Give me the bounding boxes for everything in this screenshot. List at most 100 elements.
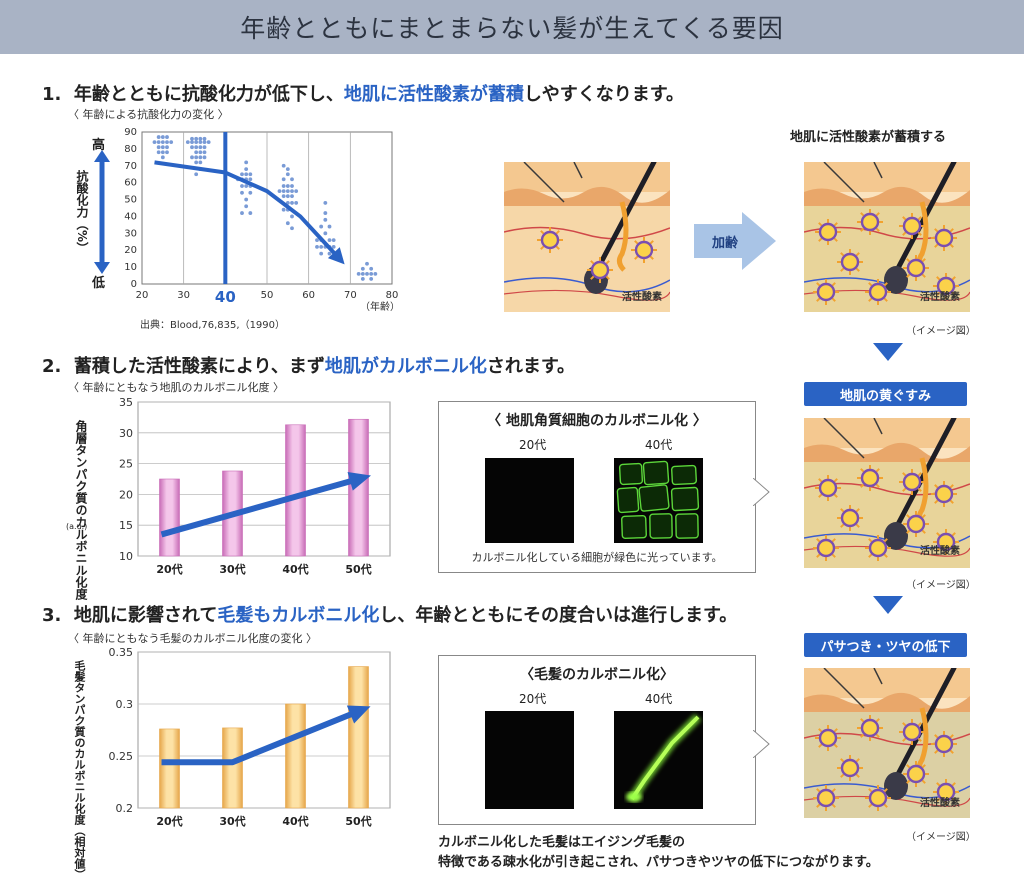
banner-scalp-dullness: 地肌の黄ぐすみ <box>804 382 967 406</box>
panel2-caption: カルボニル化している細胞が緑色に光っています。 <box>471 551 723 564</box>
chart1-data-point <box>281 177 286 182</box>
chart1-data-point <box>248 172 253 177</box>
chart1-data-point <box>281 194 286 199</box>
chart1-data-point <box>248 211 253 215</box>
chart3-bar <box>159 728 180 809</box>
ros-particle <box>860 212 880 232</box>
chart1-data-point <box>190 145 194 150</box>
chart3-title: 〈 年齢にともなう毛髪のカルボニル化度の変化 〉 <box>68 632 317 645</box>
ros-particle <box>840 758 860 778</box>
chart1-data-point <box>327 251 332 256</box>
thin-hair <box>523 162 565 203</box>
chart3-ytick-label: 0.3 <box>116 698 134 711</box>
chart1-data-point <box>323 201 328 205</box>
ros-particle <box>540 230 560 250</box>
chart1-ytick-label: 60 <box>124 178 137 189</box>
chart2-xtick-label: 20代 <box>156 562 182 576</box>
chart1-data-point <box>202 155 207 160</box>
chart1-data-point <box>160 140 165 145</box>
chart1-data-point <box>285 184 290 188</box>
chart1-data-point <box>240 172 244 177</box>
chart2-xtick-label: 40代 <box>282 562 308 576</box>
epidermis-layer <box>804 692 970 712</box>
bottom-note-line1: カルボニル化した毛髪はエイジング毛髪の <box>438 835 686 850</box>
chart1-data-point <box>294 189 299 194</box>
chart1-xtick-label: 30 <box>177 290 190 301</box>
chart1-ytick-label: 50 <box>124 195 137 206</box>
ros-particle <box>590 260 610 280</box>
ros-particle <box>906 514 926 534</box>
chart1-data-point <box>290 194 294 199</box>
ros-particle <box>816 538 836 558</box>
chart1-y-arrow <box>94 150 110 274</box>
chart3-bar <box>222 727 243 809</box>
chart1-data-point <box>315 238 319 242</box>
chart1-data-point <box>244 160 249 165</box>
chart1-data-point <box>365 261 369 266</box>
ros-particle <box>818 222 838 242</box>
section2-number: 2. <box>42 356 62 377</box>
chart1-xtick-label: 60 <box>302 290 315 301</box>
ros-particle <box>934 734 954 754</box>
header-bar: 年齢とともにまとまらない髪が生えてくる要因 <box>0 0 1024 54</box>
ros-particle <box>906 764 926 784</box>
chart1-title: 〈 年齢による抗酸化力の変化 〉 <box>68 108 229 121</box>
chart1-data-point <box>194 172 199 177</box>
chart1-data-point <box>244 172 249 177</box>
chart1-data-point <box>202 136 207 141</box>
chart1-data-point <box>285 167 290 172</box>
chart1-ytick-label: 20 <box>124 245 137 256</box>
chart3-xtick-label: 40代 <box>282 814 308 828</box>
chart1-data-point <box>327 238 332 242</box>
hair-carbonyl-panel: 〈毛髪のカルボニル化〉 20代 40代 <box>438 655 756 825</box>
ros-particle <box>818 728 838 748</box>
chart1-data-point <box>165 140 169 145</box>
micrograph-scalp-20s <box>485 458 574 543</box>
chart2-xtick-label: 50代 <box>345 562 371 576</box>
chart1-data-point <box>194 155 199 160</box>
skin-illustration-after <box>804 162 970 312</box>
chart1-data-point <box>244 167 249 172</box>
ros-particle <box>816 788 836 808</box>
chart1-source: 出典：Blood,76,835,（1990） <box>140 320 286 331</box>
chart3-trend-line <box>161 708 360 766</box>
chart1-data-point <box>290 177 294 182</box>
section1-text-a: 年齢とともに抗酸化力が低下し、 <box>73 84 344 105</box>
chart1-data-point <box>285 189 290 194</box>
chart3-svg: 0.2 0.25 0.3 0.35 20代 30代 40代 50代 <box>109 646 391 828</box>
thin-hair <box>823 162 865 203</box>
chart1-data-point <box>202 140 207 145</box>
chart1-data-point <box>198 136 203 141</box>
skin-illustration-before <box>504 162 670 312</box>
hair-bulb <box>884 522 908 550</box>
chart2-title: 〈 年齢にともなう地肌のカルボニル化度 〉 <box>68 381 284 394</box>
chart1-data-point <box>169 140 174 145</box>
thin-hair <box>873 162 883 179</box>
chart1-data-point <box>285 194 290 199</box>
panel3-pointer <box>753 730 770 758</box>
sebaceous-gland <box>616 201 629 272</box>
bottom-note-line2: 特徴である疎水化が引き起こされ、パサつきやツヤの低下につながります。 <box>438 855 879 870</box>
chart1-data-point <box>369 277 374 281</box>
cell-outline <box>670 486 700 512</box>
chart1-xtick-label: 80 <box>386 290 399 301</box>
epidermis-layer <box>804 186 970 206</box>
chart1-data-point <box>202 145 207 150</box>
section3-text-b: し、年齢とともにその度合いは進行します。 <box>379 605 738 626</box>
chart1-data-point <box>331 238 336 242</box>
chart1-trend-line <box>154 160 340 259</box>
chart1-data-point <box>323 211 328 215</box>
section1-highlight: 地肌に活性酸素が蓄積 <box>343 84 524 105</box>
chart1-data-point <box>248 190 253 195</box>
chart1-data-point <box>373 271 378 276</box>
section2-highlight: 地肌がカルボニル化 <box>324 356 487 377</box>
chart3-xtick-label: 30代 <box>219 814 245 828</box>
ros-label-4: 活性酸素 <box>920 798 960 809</box>
chart1-data-point <box>315 244 319 249</box>
chart3-xtick-label: 20代 <box>156 814 182 828</box>
chart3-plot-area <box>137 651 391 809</box>
chart1-data-point <box>360 277 365 281</box>
chart1-data-point <box>369 266 374 271</box>
section1-number: 1. <box>42 84 62 105</box>
ros-particle <box>902 216 922 236</box>
